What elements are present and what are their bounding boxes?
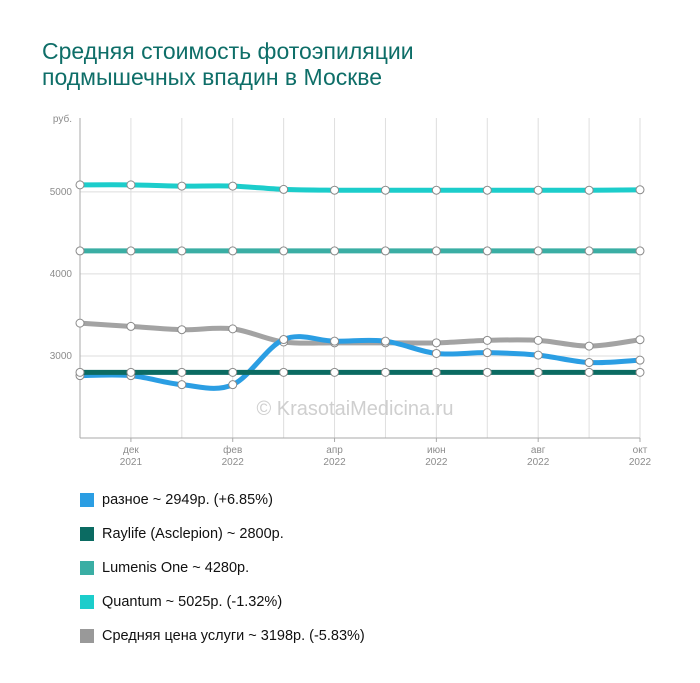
data-point	[635, 246, 645, 256]
data-point	[177, 367, 187, 377]
legend-swatch	[80, 595, 94, 609]
data-point	[330, 336, 340, 346]
data-point	[431, 246, 441, 256]
x-tick-label-year: 2022	[527, 457, 550, 468]
data-point	[482, 335, 492, 345]
data-point	[533, 246, 543, 256]
x-tick-label-month: апр	[326, 445, 343, 456]
y-tick-label: 5000	[50, 187, 73, 198]
data-point	[482, 367, 492, 377]
data-point	[126, 367, 136, 377]
x-tick-label-year: 2021	[120, 457, 143, 468]
x-tick-label-year: 2022	[323, 457, 346, 468]
data-point	[177, 246, 187, 256]
data-point	[635, 185, 645, 195]
data-point	[279, 367, 289, 377]
data-point	[584, 367, 594, 377]
chart-title-line-2: подмышечных впадин в Москве	[42, 64, 383, 90]
legend-item[interactable]: Raylife (Asclepion) ~ 2800р.	[80, 520, 365, 554]
data-point	[380, 246, 390, 256]
data-point	[279, 184, 289, 194]
data-point	[75, 180, 85, 190]
data-point	[228, 367, 238, 377]
legend-item[interactable]: разное ~ 2949р. (+6.85%)	[80, 486, 365, 520]
data-point	[533, 367, 543, 377]
data-point	[431, 338, 441, 348]
data-point	[126, 246, 136, 256]
line-chart: 300040005000руб.дек2021фев2022апр2022июн…	[50, 113, 652, 468]
data-point	[533, 335, 543, 345]
data-point	[228, 181, 238, 191]
data-point	[533, 350, 543, 360]
data-point	[482, 185, 492, 195]
data-point	[635, 335, 645, 345]
data-point	[177, 181, 187, 191]
data-point	[330, 185, 340, 195]
legend-swatch	[80, 629, 94, 643]
series-line	[77, 182, 643, 193]
x-tick-label-year: 2022	[629, 457, 652, 468]
x-tick-label-month: окт	[633, 445, 648, 456]
legend-label: Raylife (Asclepion) ~ 2800р.	[102, 526, 284, 542]
data-point	[584, 358, 594, 368]
data-point	[75, 367, 85, 377]
data-point	[380, 336, 390, 346]
x-tick-label-year: 2022	[222, 457, 245, 468]
data-point	[126, 180, 136, 190]
data-point	[279, 335, 289, 345]
legend-label: Lumenis One ~ 4280р.	[102, 560, 250, 576]
legend-item[interactable]: Средняя цена услуги ~ 3198р. (-5.83%)	[80, 622, 365, 656]
legend-item[interactable]: Quantum ~ 5025р. (-1.32%)	[80, 588, 365, 622]
data-point	[177, 325, 187, 335]
y-axis-label: руб.	[53, 113, 72, 125]
data-point	[635, 367, 645, 377]
data-point	[228, 324, 238, 334]
watermark-text: © KrasotaiMedicina.ru	[256, 398, 453, 420]
data-point	[431, 185, 441, 195]
data-point	[75, 318, 85, 328]
x-tick-label-month: июн	[427, 445, 446, 456]
data-point	[75, 246, 85, 256]
data-point	[584, 341, 594, 351]
data-point	[279, 246, 289, 256]
data-point	[584, 246, 594, 256]
chart-legend: разное ~ 2949р. (+6.85%) Raylife (Asclep…	[80, 486, 365, 656]
data-point	[584, 185, 594, 195]
data-point	[380, 367, 390, 377]
y-tick-label: 3000	[50, 351, 73, 362]
chart-title: Средняя стоимость фотоэпиляции подмышечн…	[42, 38, 642, 90]
y-tick-label: 4000	[50, 269, 73, 280]
data-point	[228, 380, 238, 390]
data-point	[330, 246, 340, 256]
x-tick-label-year: 2022	[425, 457, 448, 468]
x-tick-label-month: дек	[123, 445, 139, 456]
legend-label: разное ~ 2949р. (+6.85%)	[102, 492, 273, 508]
legend-item[interactable]: Lumenis One ~ 4280р.	[80, 554, 365, 588]
data-point	[177, 380, 187, 390]
data-point	[330, 367, 340, 377]
data-point	[126, 321, 136, 331]
data-point	[482, 246, 492, 256]
legend-label: Quantum ~ 5025р. (-1.32%)	[102, 594, 283, 610]
legend-swatch	[80, 493, 94, 507]
data-point	[431, 348, 441, 358]
legend-swatch	[80, 561, 94, 575]
x-tick-label-month: фев	[223, 444, 242, 456]
chart-title-line-1: Средняя стоимость фотоэпиляции	[42, 38, 414, 64]
data-point	[228, 246, 238, 256]
data-point	[533, 185, 543, 195]
data-point	[482, 348, 492, 358]
legend-swatch	[80, 527, 94, 541]
x-tick-label-month: авг	[531, 445, 546, 456]
data-point	[431, 367, 441, 377]
data-point	[380, 185, 390, 195]
legend-label: Средняя цена услуги ~ 3198р. (-5.83%)	[102, 628, 365, 644]
data-point	[635, 355, 645, 365]
